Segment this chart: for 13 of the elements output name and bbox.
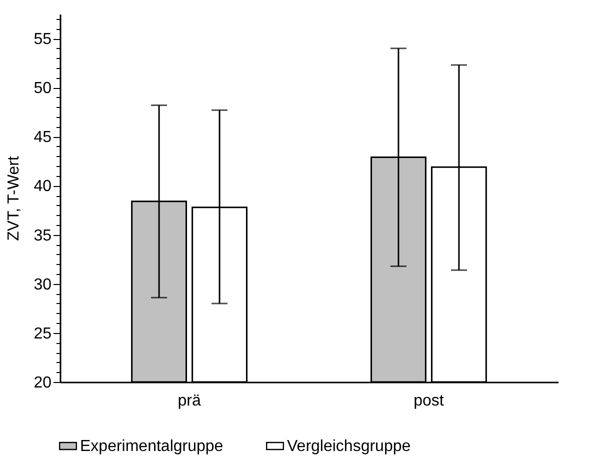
x-tick-label: prä [178, 392, 201, 410]
y-tick-label: 20 [34, 374, 52, 392]
y-tick-label: 30 [34, 276, 52, 294]
legend-label: Experimentalgruppe [80, 438, 224, 455]
y-tick-label: 45 [34, 129, 52, 146]
x-tick-label: post [414, 392, 444, 410]
legend-label: Vergleichsgruppe [287, 438, 411, 455]
y-axis-title: ZVT, T-Wert [6, 156, 23, 241]
y-tick-label: 55 [34, 31, 52, 48]
y-tick-label: 25 [34, 325, 52, 342]
y-tick-label: 35 [34, 227, 52, 244]
y-tick-label: 50 [34, 80, 52, 98]
y-tick-label: 40 [34, 178, 52, 196]
